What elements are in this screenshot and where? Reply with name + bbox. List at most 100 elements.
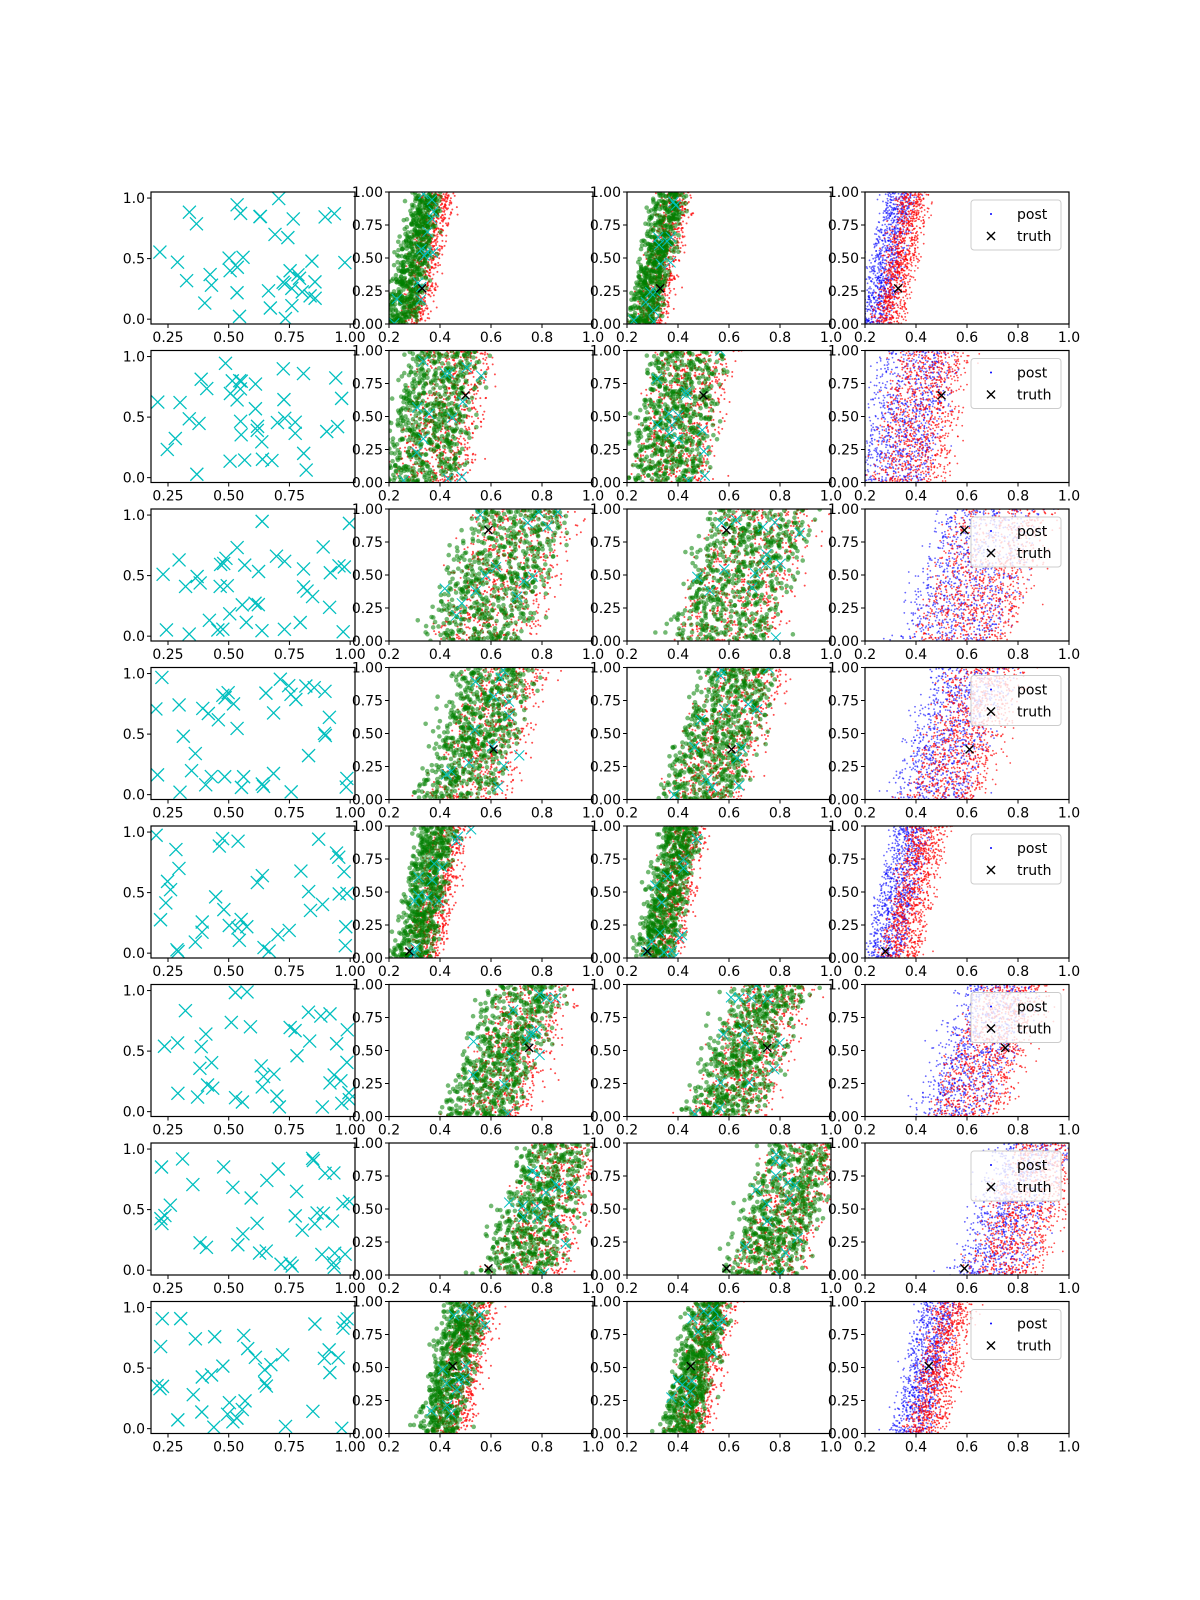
post-point (888, 264, 891, 267)
post-point (860, 321, 862, 323)
post-point (637, 256, 642, 262)
post-point (868, 294, 870, 297)
post-point (915, 225, 918, 228)
post-point (866, 305, 869, 308)
post-point (878, 269, 880, 272)
post-point (922, 225, 925, 228)
post-point (443, 198, 446, 201)
post-point (901, 223, 903, 226)
post-point (410, 246, 416, 252)
post-point (894, 274, 897, 277)
post-point (416, 272, 421, 277)
input-marker (428, 206, 439, 217)
post-point (654, 192, 657, 195)
post-point (882, 257, 884, 259)
post-point (919, 207, 922, 210)
post-point (894, 249, 896, 252)
post-point (437, 217, 440, 220)
post-point (438, 248, 441, 251)
post-point (896, 216, 899, 218)
legend-box (970, 199, 1062, 251)
post-point (867, 291, 870, 294)
post-point (474, 397, 477, 400)
input-marker (330, 419, 345, 434)
post-point (485, 368, 488, 371)
post-point (425, 304, 428, 307)
post-point (880, 288, 883, 291)
post-point (440, 199, 443, 202)
x-tick-label: 0.4 (667, 330, 689, 346)
post-point (882, 212, 885, 214)
post-point (883, 292, 886, 295)
post-point (869, 270, 871, 273)
post-point (905, 288, 907, 291)
post-point (668, 277, 671, 280)
post-point (898, 312, 901, 315)
post-point (885, 251, 888, 253)
post-point (674, 255, 677, 258)
post-point (902, 261, 905, 264)
post-point (884, 302, 887, 305)
post-point (890, 258, 892, 261)
post-point (472, 375, 475, 378)
post-point (676, 249, 681, 254)
input-marker (236, 250, 250, 265)
x-tick-label: 0.25 (152, 489, 183, 505)
post-point (383, 319, 388, 324)
post-point (656, 296, 662, 301)
post-point (636, 316, 642, 321)
post-point (897, 317, 900, 319)
post-point (920, 255, 922, 258)
post-point (891, 277, 894, 280)
post-point (428, 394, 431, 397)
post-point (403, 238, 409, 243)
post-point (877, 267, 880, 270)
posterior-points (627, 192, 695, 324)
post-point (880, 320, 883, 323)
post-point (457, 440, 460, 443)
post-point (908, 293, 911, 296)
post-point (875, 301, 877, 303)
y-tick-label: 1.00 (590, 185, 621, 201)
post-point (677, 275, 680, 278)
post-point (899, 307, 902, 310)
post-point (434, 238, 437, 241)
post-point (910, 275, 913, 278)
post-point (893, 240, 896, 242)
post-point (445, 222, 448, 225)
post-point (872, 272, 875, 275)
post-point (429, 295, 432, 298)
post-point (873, 281, 875, 284)
post-point (877, 263, 880, 265)
post-point (908, 286, 911, 289)
post-point (873, 268, 875, 270)
legend-post-label: post (1017, 207, 1048, 223)
post-point (882, 277, 884, 280)
post-point (885, 264, 888, 266)
post-point (884, 232, 887, 235)
post-point (872, 269, 875, 272)
post-point (869, 321, 871, 324)
post-point (440, 233, 443, 236)
post-point (891, 233, 894, 235)
post-point (402, 275, 408, 281)
post-point (908, 236, 911, 239)
post-point (896, 314, 899, 316)
post-point (875, 238, 878, 240)
input-marker (271, 192, 286, 206)
post-point (479, 397, 482, 400)
post-point (866, 301, 868, 304)
input-marker (278, 311, 293, 324)
input-marker (299, 463, 314, 478)
post-point (917, 267, 919, 269)
post-point (872, 289, 875, 292)
post-point (913, 242, 916, 244)
post-point (870, 318, 873, 321)
post-point (909, 297, 912, 299)
input-marker (234, 374, 249, 389)
post-point (898, 210, 901, 213)
post-point (419, 314, 422, 317)
input-marker (189, 216, 204, 231)
x-tick-label: 1.0 (820, 330, 842, 346)
post-point (874, 260, 876, 263)
